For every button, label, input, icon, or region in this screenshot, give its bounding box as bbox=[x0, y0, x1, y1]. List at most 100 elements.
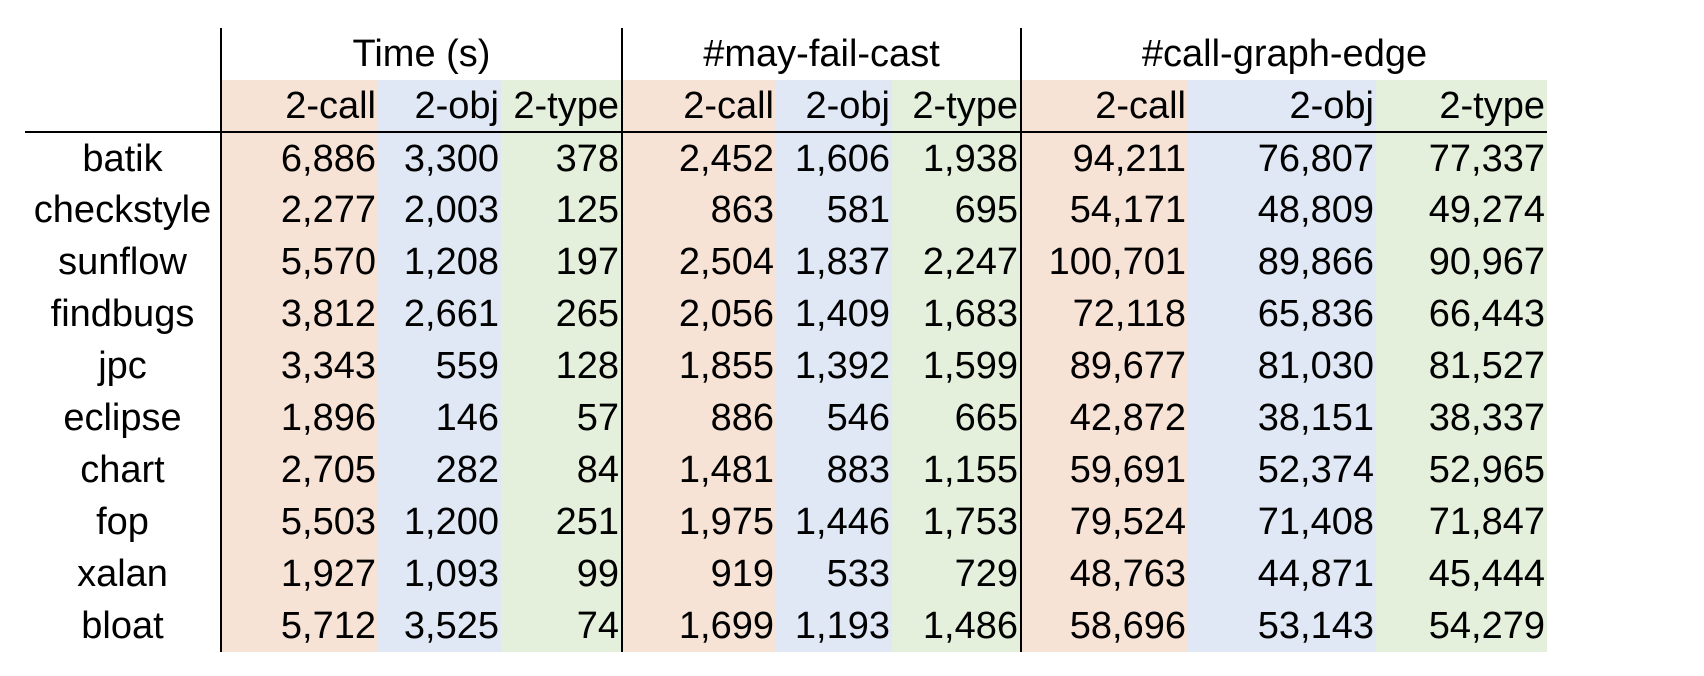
subheader-cast-2-type: 2-type bbox=[892, 80, 1021, 133]
benchmark-name: chart bbox=[80, 449, 165, 491]
cell-time-2-type: 99 bbox=[501, 548, 622, 600]
table-row: eclipse 1,896 146 57 886 546 665 42,872 38,151 38… bbox=[25, 392, 1547, 444]
cell-time-2-obj: 1,093 bbox=[378, 548, 501, 600]
cell-cast-2-obj: 883 bbox=[776, 444, 892, 496]
benchmark-name: batik bbox=[82, 137, 163, 180]
group-header-time: Time (s) bbox=[220, 28, 622, 80]
cell-edge-2-obj: 89,866 bbox=[1188, 236, 1376, 288]
cell-time-2-call: 2,705 bbox=[220, 444, 378, 496]
corner-cell bbox=[25, 28, 221, 80]
subheader-edge-2-call: 2-call bbox=[1020, 80, 1188, 133]
group-header-may-fail-cast: #may-fail-cast bbox=[621, 28, 1021, 80]
cell-edge-2-call: 72,118 bbox=[1020, 288, 1188, 340]
benchmark-name: jpc bbox=[98, 345, 147, 387]
cell-time-2-type: 251 bbox=[501, 496, 622, 548]
table-row: fop 5,503 1,200 251 1,975 1,446 1,753 79,524 71,… bbox=[25, 496, 1547, 548]
cell-edge-2-type: 81,527 bbox=[1376, 340, 1547, 392]
benchmark-name: sunflow bbox=[58, 241, 187, 283]
cell-cast-2-obj: 1,837 bbox=[776, 236, 892, 288]
cell-cast-2-call: 1,975 bbox=[621, 496, 776, 548]
cell-cast-2-call: 1,481 bbox=[621, 444, 776, 496]
benchmark-name: xalan bbox=[77, 553, 168, 595]
cell-edge-2-type: 45,444 bbox=[1376, 548, 1547, 600]
cell-cast-2-call: 863 bbox=[621, 184, 776, 236]
cell-cast-2-obj: 1,446 bbox=[776, 496, 892, 548]
cell-time-2-obj: 2,661 bbox=[378, 288, 501, 340]
cell-cast-2-obj: 1,193 bbox=[776, 600, 892, 652]
table-body: batik 6,886 3,300 378 2,452 1,606 1,938 94,211 7… bbox=[25, 132, 1547, 652]
cell-time-2-obj: 2,003 bbox=[378, 184, 501, 236]
cell-cast-2-type: 1,599 bbox=[892, 340, 1021, 392]
cell-time-2-call: 5,712 bbox=[220, 600, 378, 652]
cell-time-2-call: 1,896 bbox=[220, 392, 378, 444]
cell-edge-2-obj: 81,030 bbox=[1188, 340, 1376, 392]
cell-edge-2-call: 79,524 bbox=[1020, 496, 1188, 548]
table-row: bloat 5,712 3,525 74 1,699 1,193 1,486 58,696 53… bbox=[25, 600, 1547, 652]
cell-edge-2-obj: 48,809 bbox=[1188, 184, 1376, 236]
cell-cast-2-obj: 533 bbox=[776, 548, 892, 600]
cell-edge-2-call: 89,677 bbox=[1020, 340, 1188, 392]
cell-cast-2-call: 886 bbox=[621, 392, 776, 444]
cell-edge-2-obj: 65,836 bbox=[1188, 288, 1376, 340]
cell-cast-2-type: 1,486 bbox=[892, 600, 1021, 652]
cell-time-2-type: 265 bbox=[501, 288, 622, 340]
cell-cast-2-obj: 546 bbox=[776, 392, 892, 444]
cell-time-2-obj: 1,208 bbox=[378, 236, 501, 288]
table-row: findbugs 3,812 2,661 265 2,056 1,409 1,683 72,1… bbox=[25, 288, 1547, 340]
cell-time-2-call: 5,503 bbox=[220, 496, 378, 548]
subheader-time-2-obj: 2-obj bbox=[378, 80, 501, 133]
cell-time-2-call: 3,812 bbox=[220, 288, 378, 340]
cell-edge-2-obj: 71,408 bbox=[1188, 496, 1376, 548]
subheader-cast-2-obj: 2-obj bbox=[776, 80, 892, 133]
cell-time-2-obj: 3,300 bbox=[378, 132, 501, 184]
benchmark-name: fop bbox=[96, 501, 149, 543]
table-row: xalan 1,927 1,093 99 919 533 729 48,763 44,871 45… bbox=[25, 548, 1547, 600]
table-row: chart 2,705 282 84 1,481 883 1,155 59,691 52,374… bbox=[25, 444, 1547, 496]
cell-edge-2-type: 66,443 bbox=[1376, 288, 1547, 340]
corner-cell bbox=[25, 80, 221, 133]
cell-cast-2-obj: 1,392 bbox=[776, 340, 892, 392]
cell-cast-2-type: 695 bbox=[892, 184, 1021, 236]
cell-time-2-call: 3,343 bbox=[220, 340, 378, 392]
cell-time-2-obj: 146 bbox=[378, 392, 501, 444]
cell-time-2-call: 2,277 bbox=[220, 184, 378, 236]
subheader-edge-2-obj: 2-obj bbox=[1188, 80, 1376, 133]
cell-time-2-type: 84 bbox=[501, 444, 622, 496]
cell-edge-2-call: 42,872 bbox=[1020, 392, 1188, 444]
benchmark-name: checkstyle bbox=[33, 189, 212, 231]
cell-time-2-obj: 559 bbox=[378, 340, 501, 392]
cell-cast-2-call: 1,699 bbox=[621, 600, 776, 652]
cell-edge-2-type: 71,847 bbox=[1376, 496, 1547, 548]
cell-cast-2-call: 2,056 bbox=[621, 288, 776, 340]
cell-edge-2-call: 48,763 bbox=[1020, 548, 1188, 600]
cell-edge-2-call: 58,696 bbox=[1020, 600, 1188, 652]
cell-edge-2-obj: 44,871 bbox=[1188, 548, 1376, 600]
table-row: jpc 3,343 559 128 1,855 1,392 1,599 89,677 81,03… bbox=[25, 340, 1547, 392]
cell-edge-2-obj: 38,151 bbox=[1188, 392, 1376, 444]
cell-edge-2-call: 59,691 bbox=[1020, 444, 1188, 496]
cell-cast-2-call: 1,855 bbox=[621, 340, 776, 392]
cell-edge-2-type: 90,967 bbox=[1376, 236, 1547, 288]
cell-time-2-call: 5,570 bbox=[220, 236, 378, 288]
cell-time-2-call: 1,927 bbox=[220, 548, 378, 600]
table-row: sunflow 5,570 1,208 197 2,504 1,837 2,247 100,7… bbox=[25, 236, 1547, 288]
cell-time-2-type: 197 bbox=[501, 236, 622, 288]
subheader-time-2-type: 2-type bbox=[501, 80, 622, 133]
cell-time-2-type: 74 bbox=[501, 600, 622, 652]
cell-cast-2-call: 919 bbox=[621, 548, 776, 600]
cell-edge-2-obj: 52,374 bbox=[1188, 444, 1376, 496]
group-header-row: Time (s) #may-fail-cast #call-graph-edge bbox=[25, 28, 1547, 80]
subheader-time-2-call: 2-call bbox=[220, 80, 378, 133]
table-row: checkstyle 2,277 2,003 125 863 581 695 54,171 48… bbox=[25, 184, 1547, 236]
cell-time-2-obj: 282 bbox=[378, 444, 501, 496]
results-table: Time (s) #may-fail-cast #call-graph-edge… bbox=[25, 28, 1547, 652]
cell-cast-2-type: 665 bbox=[892, 392, 1021, 444]
group-header-call-graph-edge: #call-graph-edge bbox=[1020, 28, 1547, 80]
subcolumn-header-row: 2-call 2-obj 2-type 2-call 2-obj 2-type … bbox=[25, 80, 1547, 133]
cell-edge-2-type: 54,279 bbox=[1376, 600, 1547, 652]
cell-cast-2-type: 1,753 bbox=[892, 496, 1021, 548]
benchmark-name: eclipse bbox=[63, 397, 182, 439]
benchmark-name: bloat bbox=[81, 605, 164, 647]
cell-time-2-type: 125 bbox=[501, 184, 622, 236]
cell-edge-2-type: 52,965 bbox=[1376, 444, 1547, 496]
